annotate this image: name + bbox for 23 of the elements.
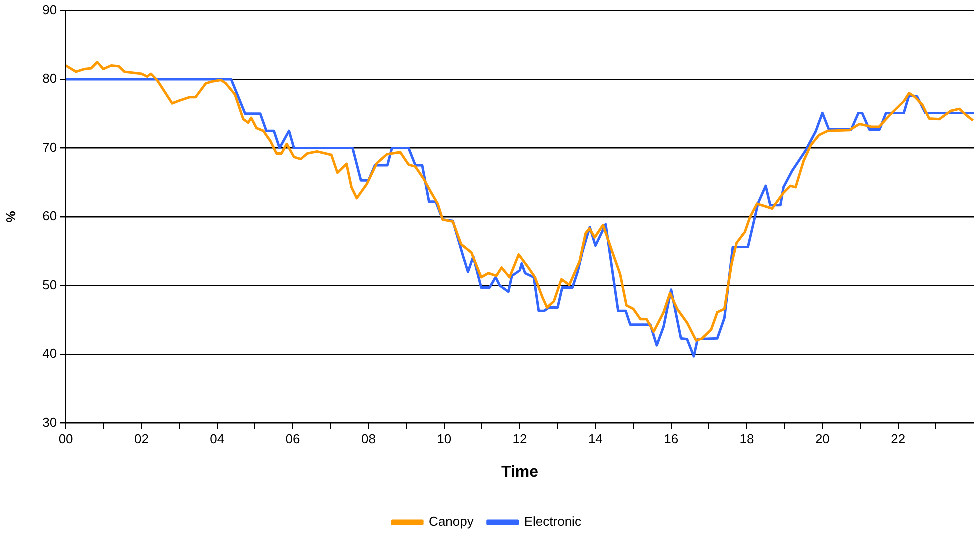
x-tick-label: 20	[815, 432, 830, 447]
y-tick-label: 90	[42, 2, 58, 18]
y-tick-label: 70	[42, 140, 58, 155]
x-tick-label: 00	[58, 432, 74, 447]
x-tick-label: 14	[588, 432, 603, 447]
x-tick-label: 02	[134, 432, 149, 447]
x-axis-title: Time	[502, 464, 539, 481]
x-tick-label: 04	[210, 432, 225, 447]
x-tick-label: 06	[286, 432, 300, 447]
y-axis-title: %	[3, 210, 18, 223]
x-tick-label: 16	[664, 432, 679, 447]
legend-label: Canopy	[429, 514, 474, 530]
y-tick-label: 30	[42, 414, 58, 430]
x-tick-label: 18	[740, 432, 754, 447]
legend-label: Electronic	[524, 514, 582, 530]
y-tick-label: 40	[42, 346, 58, 362]
y-tick-label: 60	[42, 208, 58, 224]
x-tick-label: 22	[891, 432, 906, 447]
x-tick-label: 12	[512, 432, 528, 447]
x-tick-label: 08	[361, 432, 376, 447]
x-tick-label: 10	[437, 432, 452, 447]
y-tick-label: 80	[42, 71, 58, 86]
y-tick-label: 50	[42, 277, 58, 292]
